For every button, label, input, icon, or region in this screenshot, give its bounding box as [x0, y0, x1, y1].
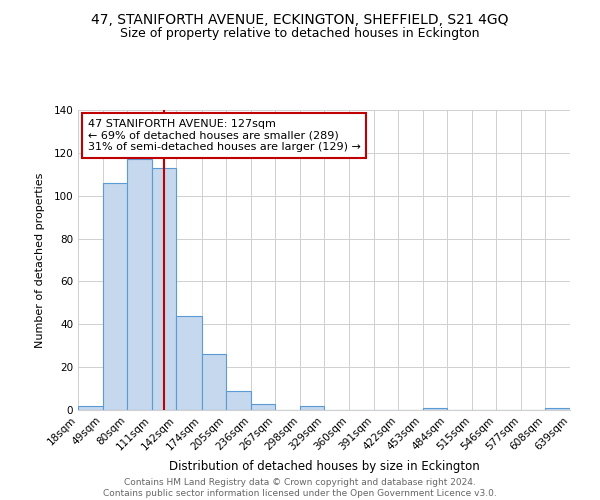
Text: 47 STANIFORTH AVENUE: 127sqm
← 69% of detached houses are smaller (289)
31% of s: 47 STANIFORTH AVENUE: 127sqm ← 69% of de…	[88, 119, 361, 152]
Bar	[152, 168, 176, 410]
Bar	[103, 183, 127, 410]
Bar	[545, 408, 570, 410]
Bar	[78, 406, 103, 410]
Y-axis label: Number of detached properties: Number of detached properties	[35, 172, 45, 348]
Text: Contains HM Land Registry data © Crown copyright and database right 2024.
Contai: Contains HM Land Registry data © Crown c…	[103, 478, 497, 498]
Bar	[127, 160, 152, 410]
Text: 47, STANIFORTH AVENUE, ECKINGTON, SHEFFIELD, S21 4GQ: 47, STANIFORTH AVENUE, ECKINGTON, SHEFFI…	[91, 12, 509, 26]
Bar	[226, 390, 251, 410]
Bar	[202, 354, 226, 410]
Text: Size of property relative to detached houses in Eckington: Size of property relative to detached ho…	[120, 28, 480, 40]
Bar	[300, 406, 325, 410]
X-axis label: Distribution of detached houses by size in Eckington: Distribution of detached houses by size …	[169, 460, 479, 473]
Bar	[422, 408, 447, 410]
Bar	[251, 404, 275, 410]
Bar	[176, 316, 202, 410]
